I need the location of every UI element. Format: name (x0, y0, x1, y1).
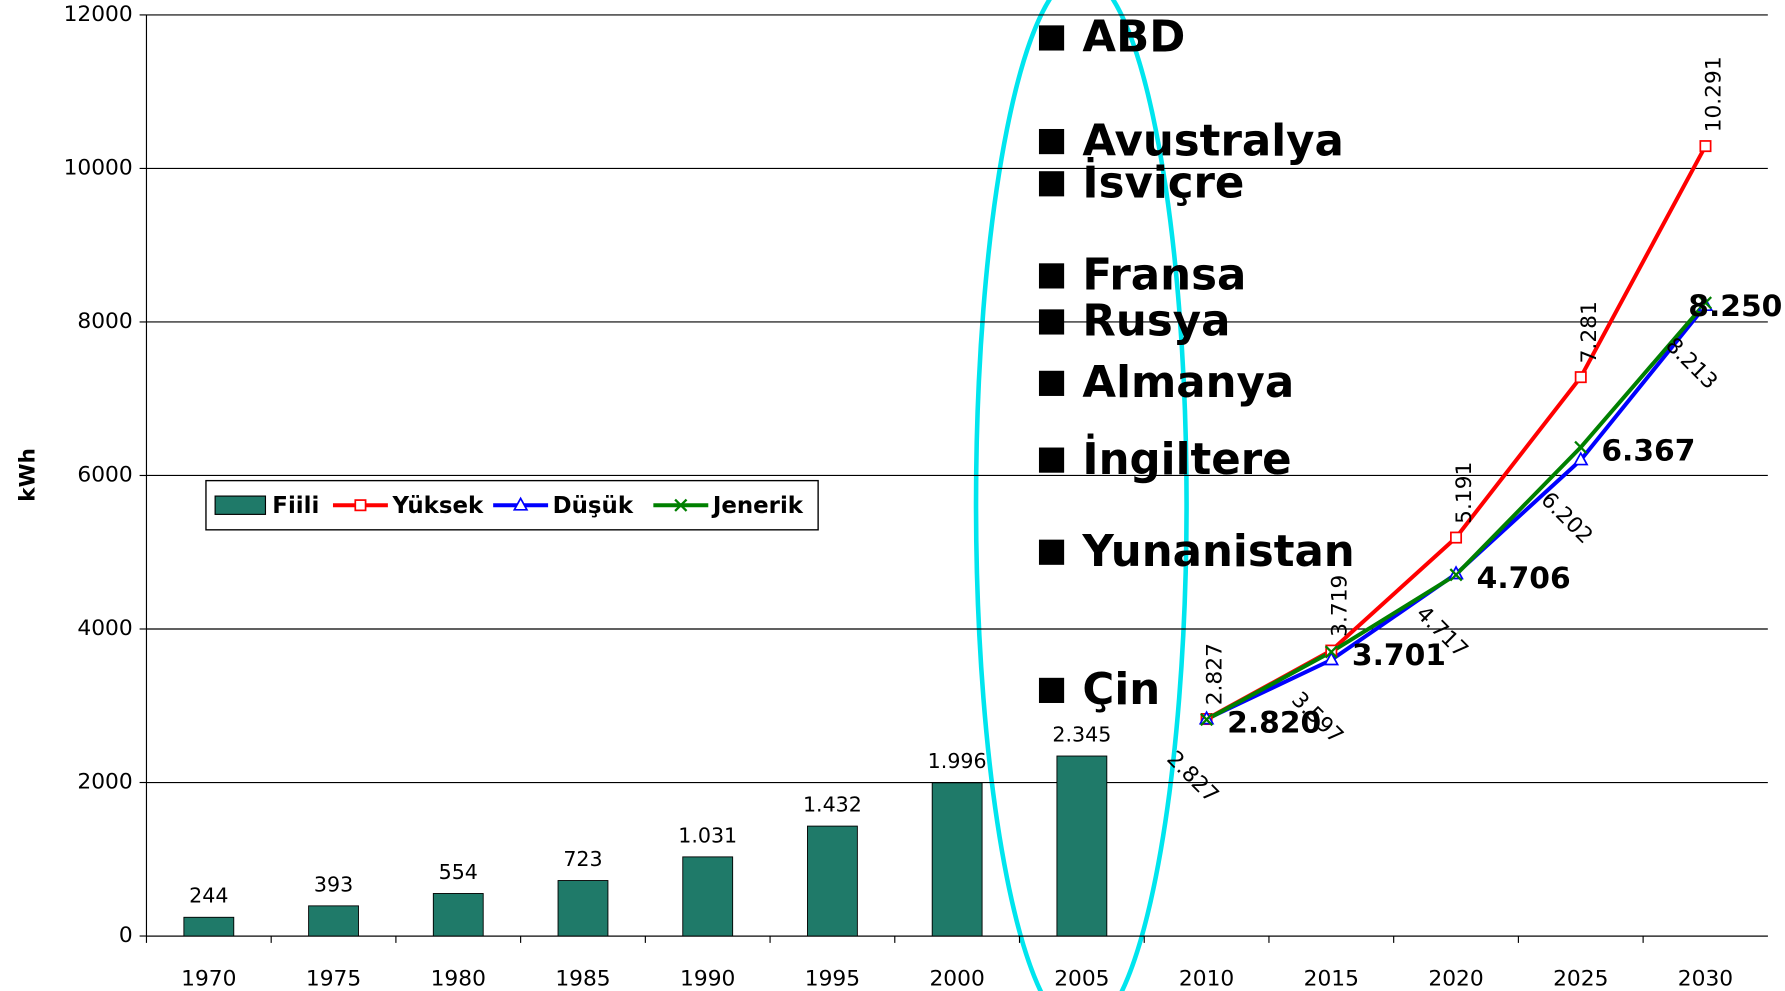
annotation-marker (1038, 370, 1065, 396)
bar-value-label: 393 (314, 872, 353, 896)
x-tick-label: 1995 (805, 967, 860, 991)
annotation-label: İsviçre (1082, 158, 1244, 209)
annotation-label: Rusya (1082, 297, 1230, 347)
annotation-label: Avustralya (1082, 116, 1343, 166)
annotation-label: Çin (1082, 665, 1160, 715)
point-value-label: 2.820 (1227, 706, 1321, 741)
x-tick-label: 2015 (1304, 967, 1359, 991)
annotation-label: Fransa (1082, 251, 1246, 301)
bar-value-label: 1.432 (803, 793, 862, 817)
annotation-marker (1038, 677, 1065, 703)
bar (308, 905, 359, 937)
bar (682, 856, 734, 937)
point-marker (1573, 451, 1589, 466)
bar (432, 893, 484, 937)
point-value-label: 3.719 (1327, 575, 1352, 637)
legend-swatch (214, 495, 267, 515)
bar-value-label: 1.031 (678, 823, 737, 847)
point-marker (1449, 568, 1463, 582)
point-value-label: 6.367 (1601, 433, 1695, 468)
x-tick-label: 1990 (680, 967, 735, 991)
point-marker (1324, 645, 1338, 659)
bar (807, 825, 858, 937)
annotation-marker (1038, 25, 1065, 51)
y-tick-label: 0 (119, 923, 133, 948)
x-tick-label: 2005 (1054, 967, 1109, 991)
bar (557, 880, 609, 937)
annotation-label: Yunanistan (1081, 527, 1354, 577)
annotation-marker (1038, 309, 1065, 335)
point-value-label: 3.701 (1352, 638, 1446, 673)
point-value-label: 2.827 (1203, 643, 1228, 705)
x-tick-label: 1975 (306, 967, 361, 991)
x-tick-label: 2010 (1179, 967, 1234, 991)
y-tick-label: 2000 (77, 770, 132, 795)
point-value-label: 4.706 (1477, 561, 1571, 596)
annotation-marker (1038, 447, 1065, 473)
bar-value-label: 554 (439, 860, 478, 884)
bar (931, 782, 983, 937)
bar-value-label: 1.996 (928, 749, 987, 773)
x-tick-label: 2025 (1553, 967, 1608, 991)
legend-marker (354, 499, 367, 512)
legend-label: Fiili (272, 493, 319, 519)
annotation-marker (1038, 128, 1065, 155)
y-axis-label: kWh (16, 448, 41, 502)
legend-label: Düşük (553, 493, 634, 519)
bar-value-label: 244 (189, 884, 228, 908)
x-tick-label: 1980 (431, 967, 486, 991)
point-marker (1699, 140, 1712, 153)
legend-marker (674, 498, 688, 512)
point-marker (1574, 371, 1587, 384)
bar-value-label: 723 (563, 847, 602, 871)
y-tick-label: 4000 (77, 616, 132, 641)
bar-value-label: 2.345 (1052, 722, 1111, 746)
y-tick-label: 6000 (77, 462, 132, 487)
bar (183, 916, 235, 937)
y-tick-label: 10000 (64, 155, 133, 180)
point-value-label: 8.250 (1688, 289, 1782, 324)
annotation-label: İngiltere (1082, 434, 1291, 485)
bar (1056, 755, 1108, 937)
highlight-ellipse (973, 0, 1189, 991)
x-tick-label: 2000 (929, 967, 984, 991)
x-tick-label: 2030 (1678, 967, 1733, 991)
y-tick-label: 8000 (77, 309, 132, 334)
annotation-label: Almanya (1082, 358, 1294, 408)
point-marker (1323, 651, 1340, 666)
point-marker (1200, 713, 1214, 727)
legend-marker (512, 496, 529, 511)
x-tick-label: 2020 (1428, 967, 1483, 991)
point-marker (1698, 296, 1713, 310)
point-marker (1450, 531, 1463, 544)
annotation-marker (1038, 171, 1065, 197)
annotation-marker (1038, 263, 1065, 289)
point-value-label: 10.291 (1702, 56, 1727, 132)
annotation-marker (1038, 539, 1065, 565)
point-marker (1574, 440, 1588, 454)
point-value-label: 5.191 (1452, 462, 1477, 524)
y-tick-label: 12000 (64, 2, 133, 27)
x-tick-label: 1970 (181, 967, 236, 991)
legend-label: Jenerik (711, 493, 804, 519)
legend-label: Yüksek (391, 493, 484, 519)
x-tick-label: 1985 (555, 967, 610, 991)
legend: Fiili Yüksek Düşük Jenerik (205, 479, 819, 531)
point-value-label: 7.281 (1577, 301, 1602, 363)
annotation-label: ABD (1082, 13, 1185, 63)
